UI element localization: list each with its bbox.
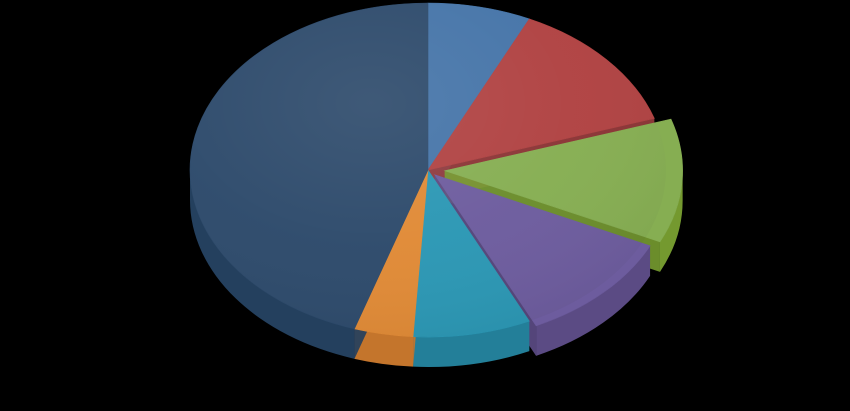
pie-slice-rim-series-6 [354, 328, 414, 367]
